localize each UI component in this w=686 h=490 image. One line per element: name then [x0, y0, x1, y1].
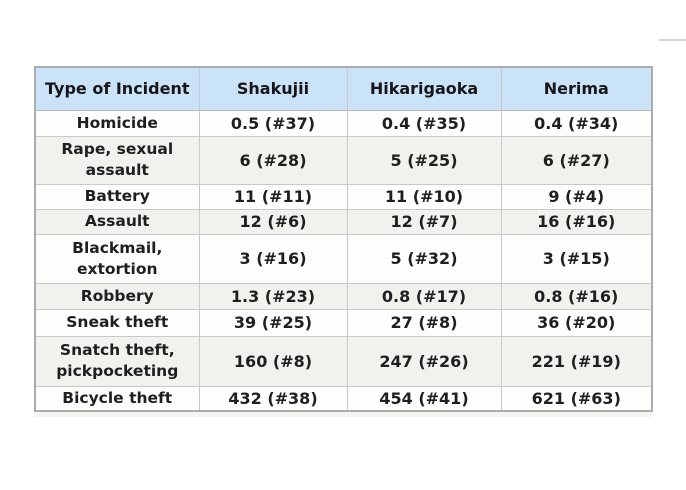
value-cell: 0.8 (#17)	[346, 282, 502, 310]
value-cell: 0.4 (#34)	[500, 109, 653, 137]
value-cell: 27 (#8)	[346, 308, 502, 337]
table-row-snatch-theft-pickpocketing: Snatch theft, pickpocketing 160 (#8) 247…	[34, 335, 653, 387]
value-cell: 11 (#10)	[346, 183, 502, 210]
incident-cell: Snatch theft, pickpocketing	[34, 335, 200, 387]
incident-cell: Robbery	[34, 282, 200, 310]
table-bottom-partial-row	[34, 412, 653, 417]
incident-cell: Battery	[34, 183, 200, 210]
value-cell: 6 (#28)	[198, 135, 348, 185]
value-cell: 247 (#26)	[346, 335, 502, 387]
value-cell: 0.8 (#16)	[500, 282, 653, 310]
header-cell-shakujii: Shakujii	[198, 66, 348, 111]
value-cell: 5 (#32)	[346, 233, 502, 284]
table-row-homicide: Homicide 0.5 (#37) 0.4 (#35) 0.4 (#34)	[34, 109, 653, 137]
value-cell: 9 (#4)	[500, 183, 653, 210]
value-cell: 0.4 (#35)	[346, 109, 502, 137]
table-row-bicycle-theft: Bicycle theft 432 (#38) 454 (#41) 621 (#…	[34, 385, 653, 412]
value-cell: 6 (#27)	[500, 135, 653, 185]
value-cell: 454 (#41)	[346, 385, 502, 412]
value-cell: 11 (#11)	[198, 183, 348, 210]
value-cell: 432 (#38)	[198, 385, 348, 412]
incident-cell: Sneak theft	[34, 308, 200, 337]
table-row-blackmail-extortion: Blackmail, extortion 3 (#16) 5 (#32) 3 (…	[34, 233, 653, 284]
value-cell: 221 (#19)	[500, 335, 653, 387]
value-cell: 1.3 (#23)	[198, 282, 348, 310]
incident-cell: Blackmail, extortion	[34, 233, 200, 284]
table-row-battery: Battery 11 (#11) 11 (#10) 9 (#4)	[34, 183, 653, 210]
top-right-crop-artifact	[659, 39, 686, 41]
value-cell: 3 (#16)	[198, 233, 348, 284]
value-cell: 160 (#8)	[198, 335, 348, 387]
table-row-assault: Assault 12 (#6) 12 (#7) 16 (#16)	[34, 208, 653, 235]
value-cell: 621 (#63)	[500, 385, 653, 412]
value-cell: 36 (#20)	[500, 308, 653, 337]
value-cell: 39 (#25)	[198, 308, 348, 337]
table-row-robbery: Robbery 1.3 (#23) 0.8 (#17) 0.8 (#16)	[34, 282, 653, 310]
incident-cell: Homicide	[34, 109, 200, 137]
crime-statistics-table: Type of Incident Shakujii Hikarigaoka Ne…	[34, 66, 653, 412]
incident-cell: Assault	[34, 208, 200, 235]
header-cell-type-of-incident: Type of Incident	[34, 66, 200, 111]
value-cell: 5 (#25)	[346, 135, 502, 185]
table-row-rape-sexual-assault: Rape, sexual assault 6 (#28) 5 (#25) 6 (…	[34, 135, 653, 185]
header-cell-nerima: Nerima	[500, 66, 653, 111]
value-cell: 12 (#6)	[198, 208, 348, 235]
incident-cell: Bicycle theft	[34, 385, 200, 412]
value-cell: 12 (#7)	[346, 208, 502, 235]
table-header-row: Type of Incident Shakujii Hikarigaoka Ne…	[34, 66, 653, 111]
value-cell: 0.5 (#37)	[198, 109, 348, 137]
header-cell-hikarigaoka: Hikarigaoka	[346, 66, 502, 111]
value-cell: 16 (#16)	[500, 208, 653, 235]
value-cell: 3 (#15)	[500, 233, 653, 284]
incident-cell: Rape, sexual assault	[34, 135, 200, 185]
table-row-sneak-theft: Sneak theft 39 (#25) 27 (#8) 36 (#20)	[34, 308, 653, 337]
